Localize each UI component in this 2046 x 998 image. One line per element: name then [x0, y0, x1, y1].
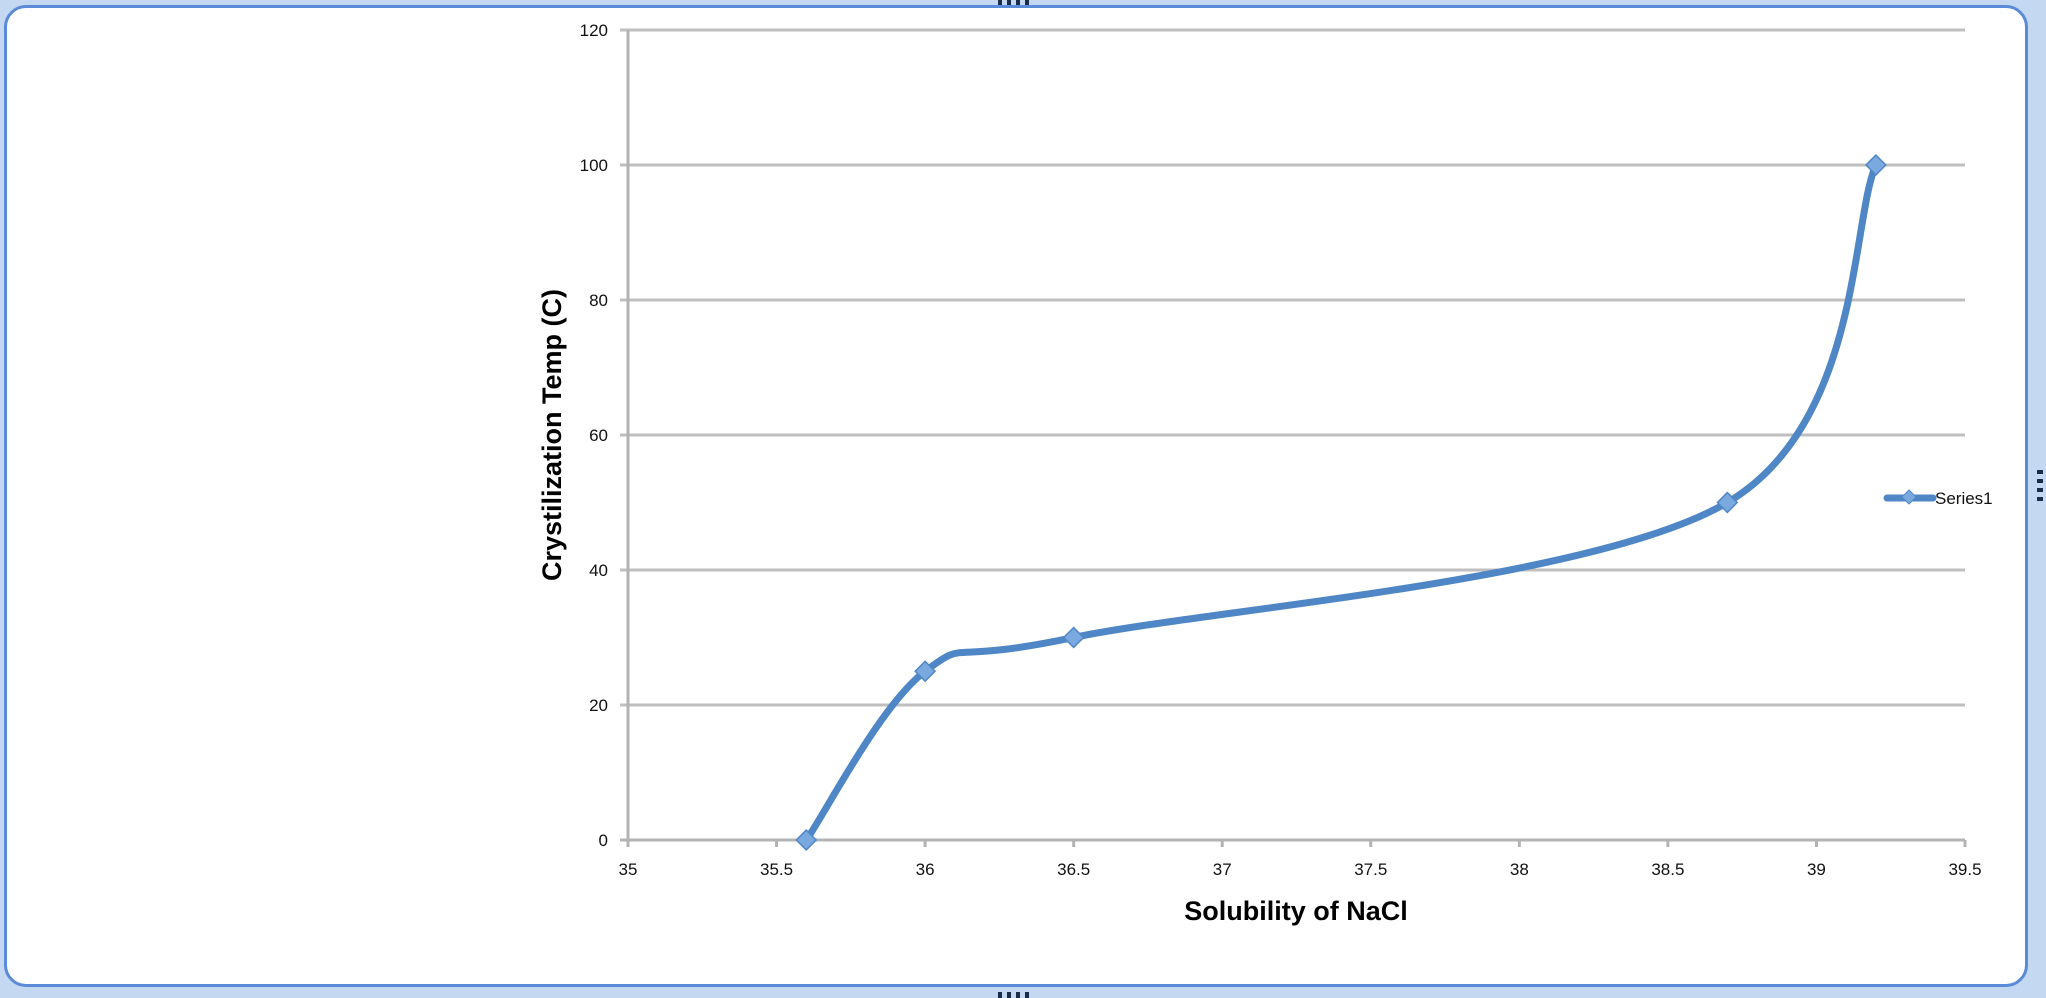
axes: [620, 30, 1967, 847]
legend[interactable]: Series1: [1883, 489, 1993, 508]
y-tick-label: 0: [599, 831, 608, 850]
data-point-marker-icon[interactable]: [914, 660, 937, 683]
y-tick-label: 120: [580, 21, 608, 40]
gridlines: [620, 28, 1965, 707]
x-tick-label: 39.5: [1948, 860, 1981, 879]
y-tick-label: 80: [589, 291, 608, 310]
resize-handle-top[interactable]: [998, 0, 1034, 6]
resize-handle-right[interactable]: [2037, 470, 2043, 506]
x-axis-title: Solubility of NaCl: [1184, 896, 1408, 926]
x-tick-label: 38: [1510, 860, 1529, 879]
y-tick-label: 100: [580, 156, 608, 175]
resize-handle-bottom[interactable]: [998, 992, 1034, 998]
series-path[interactable]: [802, 161, 1880, 844]
data-point-marker-icon[interactable]: [1716, 491, 1739, 514]
legend-label-series1: Series1: [1935, 489, 1993, 508]
x-tick-label: 38.5: [1651, 860, 1684, 879]
series-line[interactable]: [802, 161, 1880, 844]
x-tick-label: 35.5: [760, 860, 793, 879]
x-tick-label: 37: [1213, 860, 1232, 879]
legend-marker-icon: [1901, 489, 1917, 505]
y-tick-label: 60: [589, 426, 608, 445]
x-tick-label: 36: [916, 860, 935, 879]
x-tick-label: 39: [1807, 860, 1826, 879]
data-point-marker-icon[interactable]: [1864, 154, 1887, 176]
y-tick-label: 40: [589, 561, 608, 580]
x-axis-tick-labels: 35 35.5 36 36.5 37 37.5 38 38.5 39 39.5: [619, 860, 1982, 879]
data-point-marker-icon[interactable]: [1062, 626, 1085, 649]
x-tick-label: 37.5: [1354, 860, 1387, 879]
y-axis-tick-labels: 0 20 40 60 80 100 120: [580, 21, 608, 850]
x-tick-label: 36.5: [1057, 860, 1090, 879]
chart-frame[interactable]: [4, 5, 2028, 987]
data-point-marker-icon[interactable]: [795, 829, 818, 851]
x-tick-label: 35: [619, 860, 638, 879]
y-axis-title: Crystilization Temp (C): [537, 289, 567, 581]
y-tick-label: 20: [589, 696, 608, 715]
data-point-markers[interactable]: [795, 154, 1887, 851]
